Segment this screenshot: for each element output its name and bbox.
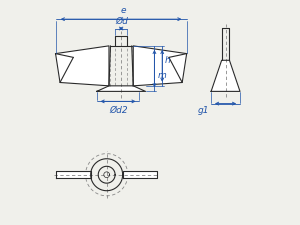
Polygon shape: [133, 46, 187, 86]
Text: Ød2: Ød2: [110, 105, 128, 114]
Text: m: m: [157, 71, 166, 80]
Polygon shape: [56, 171, 91, 178]
Text: g1: g1: [198, 106, 209, 115]
Text: Ød: Ød: [116, 17, 129, 26]
Polygon shape: [56, 46, 109, 86]
Text: e: e: [121, 6, 126, 15]
Polygon shape: [123, 171, 157, 178]
Text: h: h: [165, 56, 171, 65]
Polygon shape: [97, 86, 146, 91]
Polygon shape: [211, 60, 240, 91]
